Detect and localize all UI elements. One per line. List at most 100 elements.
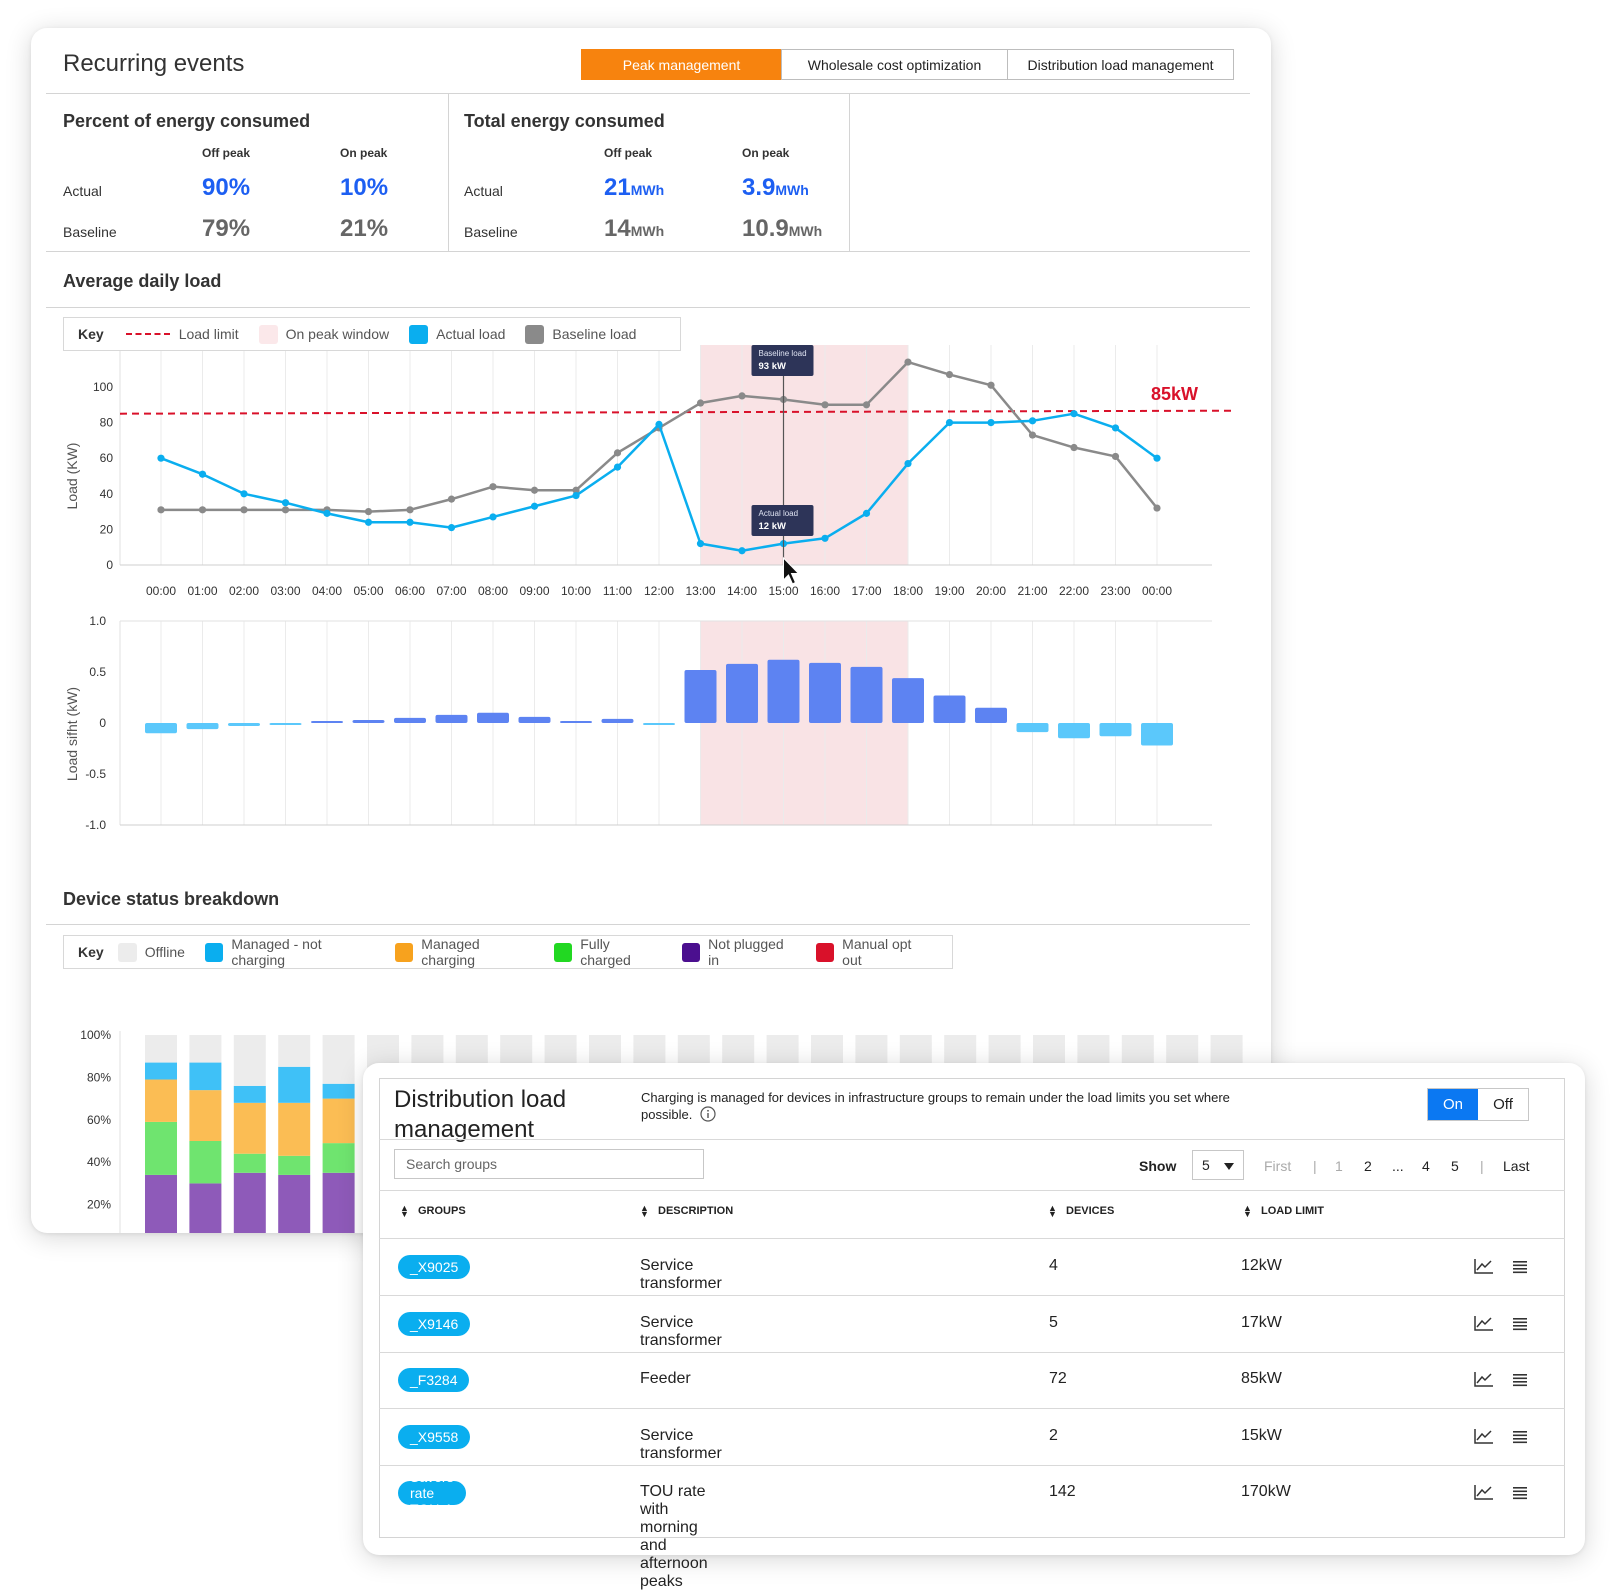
y-tick-label: 20%: [87, 1198, 111, 1212]
sort-icon: ▲ ▼: [640, 1203, 649, 1219]
data-point: [489, 483, 497, 491]
y-tick-label: -0.5: [85, 767, 106, 781]
chart-icon[interactable]: [1473, 1427, 1495, 1445]
divider: [448, 93, 449, 251]
chevron-down-icon: [1224, 1163, 1234, 1170]
tab-peak-management[interactable]: Peak management: [581, 49, 782, 80]
menu-icon[interactable]: [1511, 1484, 1533, 1502]
x-tick-label: 17:00: [851, 584, 881, 598]
group-tag[interactable]: Savers rate TOU-A: [398, 1469, 466, 1517]
recurring-events-panel: Recurring events Peak management Wholesa…: [31, 28, 1271, 1233]
load-shift-bar: [518, 716, 551, 723]
col-groups-header[interactable]: ▲ ▼ GROUPS: [400, 1203, 466, 1219]
col-description-header[interactable]: ▲ ▼ DESCRIPTION: [640, 1203, 734, 1219]
pager-page-5[interactable]: 5: [1451, 1158, 1459, 1174]
load-shift-bar: [767, 659, 800, 723]
divider: [849, 93, 850, 251]
chart-icon[interactable]: [1473, 1483, 1495, 1501]
data-point: [821, 401, 829, 409]
toggle-on-button[interactable]: On: [1428, 1089, 1478, 1120]
data-point: [1111, 424, 1120, 432]
status-bar-segment: [322, 1035, 355, 1084]
average-daily-load-chart: 0 20 40 60 80 100 00:00 01:00 02:00 03:00 04:00 05:…: [64, 345, 1232, 832]
y-tick-label: 100%: [80, 1028, 111, 1042]
page-size-select[interactable]: 5: [1192, 1150, 1244, 1180]
x-tick-label: 03:00: [270, 584, 300, 598]
status-bar-segment: [278, 1066, 311, 1103]
swatch-icon: [525, 324, 545, 344]
data-point: [945, 419, 954, 427]
col-devices-header[interactable]: ▲ ▼ DEVICES: [1048, 1203, 1115, 1219]
search-groups-input[interactable]: [394, 1149, 704, 1179]
divider: [379, 1139, 1565, 1140]
status-bar-segment: [233, 1172, 266, 1233]
device-count: 2: [1049, 1426, 1058, 1444]
load-shift-bar: [1058, 723, 1090, 739]
info-icon[interactable]: [700, 1106, 716, 1122]
load-shift-bar: [1099, 723, 1132, 737]
tooltip-title: Baseline load: [759, 349, 807, 358]
pager-page-1[interactable]: 1: [1335, 1158, 1343, 1174]
y-tick-label: 0: [106, 558, 113, 572]
show-label: Show: [1139, 1158, 1177, 1174]
percent-baseline-off-peak: 79%: [202, 215, 251, 242]
legend-actual-load: Actual load: [409, 324, 505, 344]
menu-icon[interactable]: [1511, 1315, 1533, 1333]
divider: [46, 307, 1250, 308]
group-description: Service transformer: [640, 1313, 722, 1349]
toggle-off-button[interactable]: Off: [1493, 1096, 1513, 1113]
swatch-icon: [258, 324, 278, 344]
x-tick-label: 11:00: [603, 584, 632, 598]
x-tick-label: 23:00: [1100, 584, 1130, 598]
x-tick-label: 04:00: [312, 584, 342, 598]
group-tag[interactable]: _X9025: [398, 1255, 471, 1279]
group-tag[interactable]: _F3284: [398, 1368, 470, 1392]
data-point: [1028, 431, 1037, 439]
y-tick-label: 60%: [87, 1113, 111, 1127]
pager-first[interactable]: First: [1264, 1158, 1292, 1174]
cursor-icon: [783, 556, 800, 585]
load-shift-bar: [850, 666, 883, 723]
tooltip-box: [751, 345, 814, 376]
load-limit-value: 15kW: [1241, 1426, 1282, 1444]
data-point: [945, 370, 954, 379]
chart-icon[interactable]: [1473, 1314, 1495, 1332]
total-actual-off-peak: 21MWh: [604, 174, 665, 201]
pager-last[interactable]: Last: [1503, 1158, 1530, 1174]
tab-distribution-load-management[interactable]: Distribution load management: [1007, 49, 1234, 80]
percent-actual-off-peak: 90%: [202, 174, 251, 201]
status-bar-segment: [145, 1121, 177, 1175]
data-point: [572, 491, 580, 500]
group-tag[interactable]: _X9146: [398, 1311, 471, 1336]
status-bar-segment: [233, 1085, 266, 1103]
pager-page-2[interactable]: 2: [1364, 1158, 1372, 1174]
tooltip-title: Actual load: [759, 509, 799, 518]
chart-icon[interactable]: [1473, 1370, 1495, 1388]
status-bar-segment: [278, 1102, 311, 1156]
load-shift-bar: [145, 723, 177, 734]
data-point: [198, 506, 207, 514]
total-baseline-off-peak: 14MWh: [604, 215, 665, 242]
data-point: [655, 420, 663, 428]
x-tick-label: 00:00: [146, 584, 176, 598]
data-point: [157, 506, 165, 514]
x-tick-label: 01:00: [187, 584, 217, 598]
menu-icon[interactable]: [1511, 1371, 1533, 1389]
event-tabs: Peak management Wholesale cost optimizat…: [581, 49, 1234, 80]
y-axis-label: Load (KW): [64, 443, 80, 510]
pager-page-4[interactable]: 4: [1422, 1158, 1430, 1174]
menu-icon[interactable]: [1511, 1258, 1533, 1276]
col-load-limit-header[interactable]: ▲ ▼ LOAD LIMIT: [1243, 1203, 1324, 1219]
x-tick-label: 21:00: [1017, 584, 1047, 598]
total-baseline-on-peak: 10.9MWh: [742, 215, 823, 242]
data-point: [821, 534, 829, 542]
data-point: [696, 540, 705, 548]
menu-icon[interactable]: [1511, 1428, 1533, 1446]
data-point: [572, 486, 580, 494]
sort-icon: ▲ ▼: [400, 1203, 409, 1219]
chart-icon[interactable]: [1473, 1257, 1495, 1275]
dlm-toggle: On Off: [1427, 1088, 1529, 1121]
total-actual-on-peak: 3.9MWh: [742, 174, 809, 201]
group-tag[interactable]: _X9558: [398, 1424, 471, 1449]
divider: [379, 1238, 1565, 1239]
